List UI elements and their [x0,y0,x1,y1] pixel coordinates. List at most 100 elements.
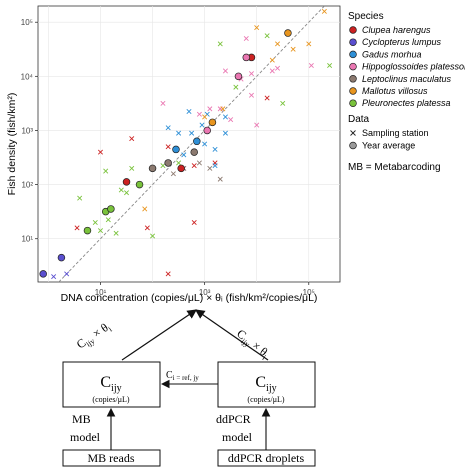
station-marker [228,117,234,123]
station-marker [150,233,156,239]
station-marker [160,100,166,106]
station-marker [248,92,255,98]
year-average-marker [172,145,180,154]
model-diagram: Cijy × θi Cijy × θi Cijy (copies/μL) Cij… [62,309,316,467]
station-marker [165,125,171,131]
station-marker [196,111,202,117]
station-marker [176,130,182,136]
y-axis-label: Fish density (fish/km²) [6,93,18,196]
station-markers [51,8,333,280]
legend-species-item: Clupea harengus [349,25,431,35]
y-tick-label: 10¹ [21,235,33,244]
station-marker [176,160,182,166]
station-marker [160,163,166,169]
year-average-marker [177,164,185,173]
station-marker [74,225,80,231]
legend-data-label: Sampling station [362,128,429,138]
year-average-marker [135,180,144,189]
mb-reads-label: MB reads [88,451,135,465]
year-average-marker [122,178,131,186]
station-marker [264,95,270,101]
y-tick-label: 10⁵ [21,18,33,27]
x-tick-label: 10¹ [95,288,107,297]
left-box-symbol: Cijy [100,374,121,394]
year-average-marker [164,159,172,167]
legend-species-title: Species [348,11,384,22]
station-marker [233,84,239,90]
y-tick-label: 10⁴ [21,72,34,81]
station-marker [165,144,171,150]
legend-data-list: Sampling station Year average [349,128,429,151]
right-diagonal-arrow [195,309,269,361]
station-marker [181,152,187,158]
legend-swatch [349,87,357,95]
station-marker [222,114,228,120]
station-marker [144,225,150,231]
station-marker [222,130,228,136]
station-marker [254,25,260,31]
station-marker [217,176,223,182]
year-average-marker [234,72,243,81]
year-average-marker [39,270,47,278]
legend-species-item: Mallotus villosus [349,86,428,96]
station-marker [306,41,312,47]
station-marker [243,35,249,41]
station-marker [165,271,171,277]
legend-species-item: Hippoglossoides platessoides [349,62,465,72]
left-model-label-line2: model [70,430,101,444]
left-box-unit: (copies/μL) [92,395,130,404]
legend-swatch [349,99,357,107]
station-marker [212,163,218,169]
reference-arrow-label: Ci = ref, jy [166,370,199,382]
station-marker [308,63,314,69]
station-marker [269,57,275,63]
right-concentration-box [217,361,316,408]
legend-species-item: Gadus morhua [349,49,422,59]
legend-species-list: Clupea harengus Cyclopterus lumpus Gadus m… [349,25,465,108]
legend: Species Clupea harengus Cyclopterus lumpu… [348,11,465,173]
legend-data-item: Sampling station [350,128,429,138]
legend-species-label: Hippoglossoides platessoides [362,62,465,72]
year-average-marker [193,137,201,146]
station-marker [129,165,135,171]
legend-data-label: Year average [362,141,415,151]
station-marker [105,217,111,223]
legend-swatch [349,62,357,71]
station-marker [113,230,119,236]
legend-circle-icon [349,141,357,150]
grid [38,6,340,282]
right-box-symbol: Cijy [255,374,276,394]
station-marker [207,165,213,171]
year-average-marker [190,148,198,156]
station-marker [196,160,202,166]
y-tick-label: 10³ [21,126,33,135]
station-marker [327,63,333,69]
station-marker [97,149,104,155]
legend-species-label: Leptoclinus maculatus [362,74,452,84]
x-tick-label: 10⁵ [303,288,315,297]
station-marker [212,146,218,152]
station-marker [92,219,98,225]
station-marker [191,219,197,225]
legend-note: MB = Metabarcoding [348,162,441,173]
right-diagonal-label: Cijy × θi [233,326,273,362]
station-marker [170,171,176,177]
left-model-label-line1: MB [72,412,91,426]
station-marker [129,136,135,142]
station-marker [123,190,130,196]
station-marker [202,141,208,147]
station-marker [280,100,286,106]
legend-species-item: Cyclopterus lumpus [349,37,442,47]
station-marker [290,46,296,52]
station-marker [202,114,208,120]
left-diagonal-arrow [121,309,197,361]
year-average-marker [242,53,251,62]
station-marker [264,33,270,39]
scatter-plot: 10¹ 10³ 10⁵ 10¹ 10² 10³ 10⁴ 10⁵ [21,5,341,297]
x-axis-label: DNA concentration (copies/μL) × θᵢ (fish… [61,292,318,304]
station-marker [269,68,275,74]
reference-line [58,5,325,283]
x-tick-label: 10³ [199,288,211,297]
station-marker [97,228,104,234]
station-marker [248,71,255,77]
